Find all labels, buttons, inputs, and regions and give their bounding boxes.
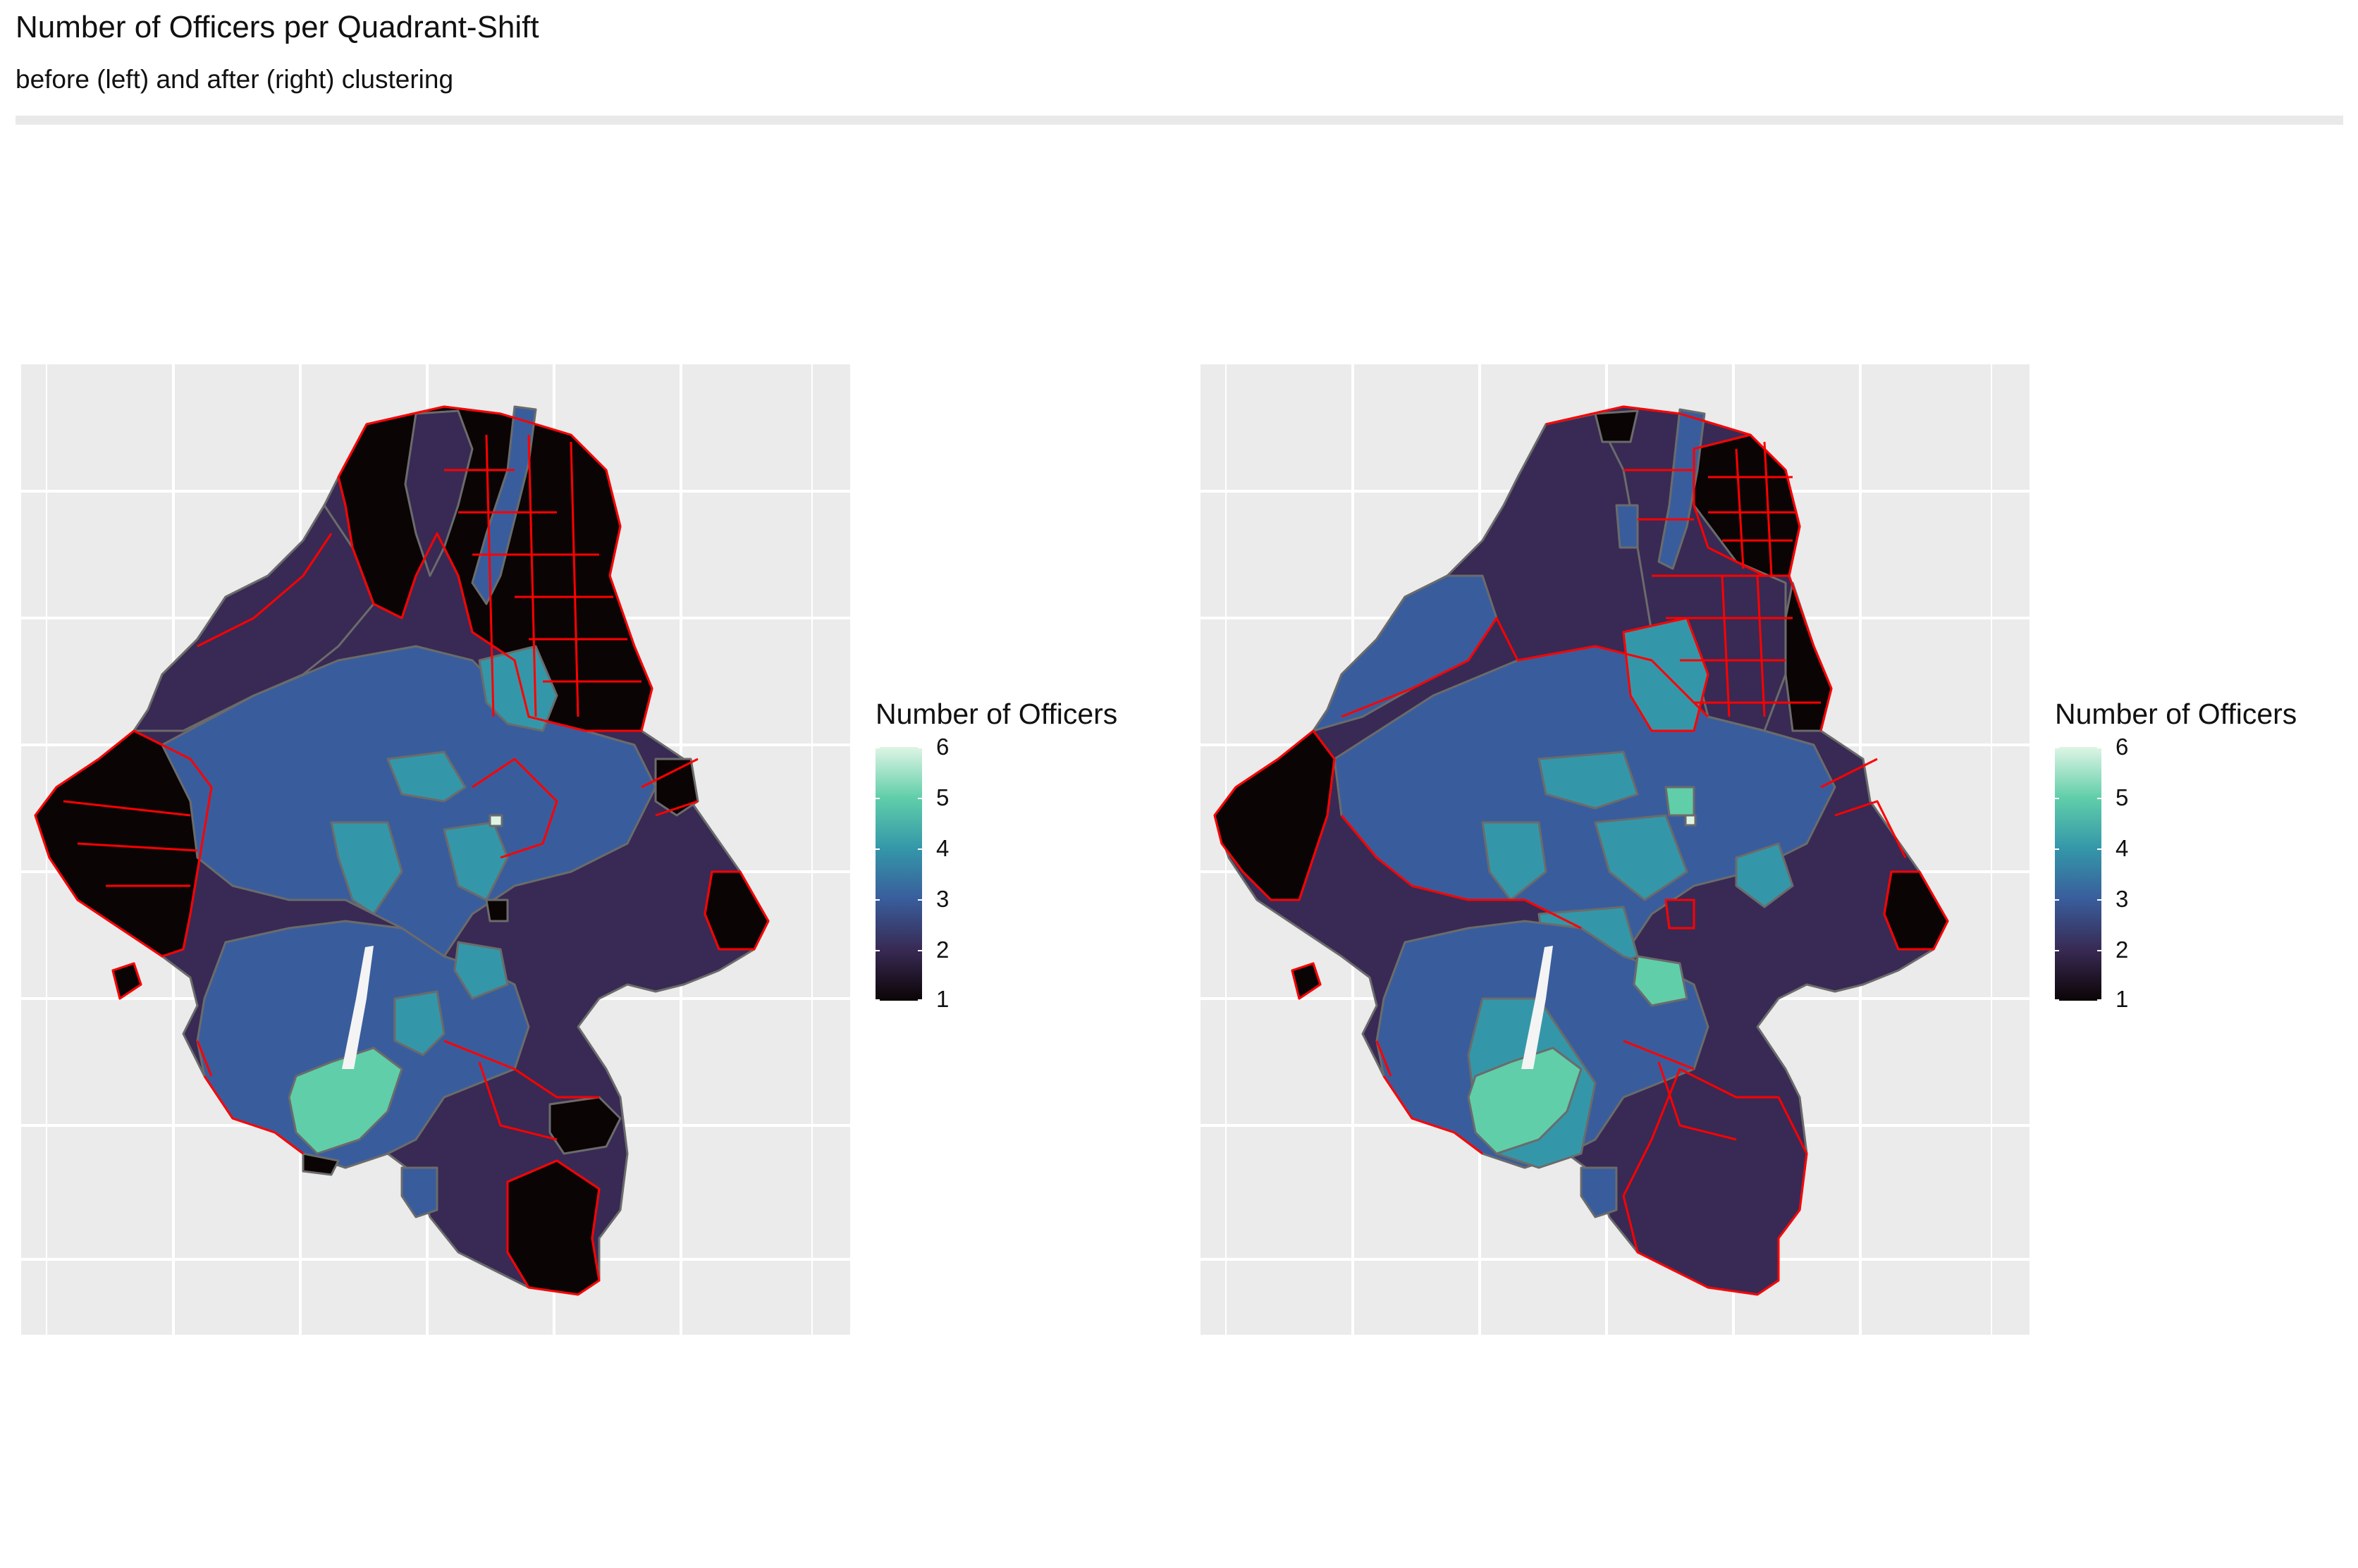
legend-left: Number of Officers 6 5 4 3 2 1 bbox=[876, 698, 1117, 1015]
central-teal-3 bbox=[330, 821, 403, 915]
airport-strip bbox=[342, 946, 374, 1069]
west-blue-area bbox=[1312, 574, 1498, 732]
map-before bbox=[21, 364, 850, 1335]
central-light-spot bbox=[1684, 814, 1697, 827]
title-divider bbox=[16, 116, 2343, 125]
map-after bbox=[1201, 364, 2030, 1335]
central-teal-3 bbox=[1481, 821, 1547, 901]
legend-label: 5 bbox=[2116, 784, 2129, 810]
legend-title: Number of Officers bbox=[876, 698, 1118, 730]
south-teal-1 bbox=[453, 941, 509, 1000]
map-panel-before bbox=[21, 364, 850, 1335]
legend-title: Number of Officers bbox=[2055, 698, 2297, 730]
cluster-borders bbox=[34, 405, 770, 1296]
legend-right: Number of Officers 6 5 4 3 2 1 bbox=[2055, 698, 2297, 1015]
airport-strip bbox=[1521, 946, 1553, 1069]
page-subtitle: before (left) and after (right) clusteri… bbox=[16, 65, 454, 94]
south-green-1 bbox=[1633, 955, 1688, 1007]
central-teal-4 bbox=[1594, 814, 1688, 901]
east-dark-1 bbox=[654, 758, 699, 817]
legend-label: 2 bbox=[936, 937, 950, 963]
legend-colorbar bbox=[2055, 747, 2101, 1001]
legend-label: 5 bbox=[936, 784, 950, 810]
central-teal-2 bbox=[1537, 751, 1639, 810]
north-blue-spot bbox=[1615, 504, 1639, 549]
legend-label: 6 bbox=[936, 734, 950, 760]
central-teal-2 bbox=[386, 751, 467, 803]
c-dark-spot bbox=[485, 899, 509, 922]
south-arm-blue bbox=[1580, 1166, 1618, 1218]
map-regions bbox=[34, 405, 770, 1296]
map-regions bbox=[1213, 405, 1949, 1296]
central-teal-4 bbox=[443, 821, 509, 901]
central-teal-1 bbox=[478, 645, 558, 732]
south-teal-2 bbox=[393, 990, 446, 1056]
legend-label: 6 bbox=[2116, 734, 2129, 760]
s-dark-spot bbox=[302, 1152, 340, 1176]
legend-label: 3 bbox=[936, 886, 950, 912]
south-arm-blue bbox=[400, 1166, 438, 1218]
central-green-1 bbox=[1664, 786, 1695, 817]
north-dark-spot bbox=[1594, 409, 1639, 443]
legend-label: 3 bbox=[2116, 886, 2129, 912]
legend-label: 4 bbox=[936, 835, 950, 861]
legend-colorbar bbox=[876, 747, 922, 1001]
east-dark-strip bbox=[1784, 581, 1833, 732]
central-light-spot bbox=[489, 814, 503, 827]
legend-label: 2 bbox=[2116, 937, 2129, 963]
central-teal-5 bbox=[1735, 842, 1794, 908]
legend-label: 4 bbox=[2116, 835, 2129, 861]
legend-label: 1 bbox=[936, 986, 950, 1012]
page-title: Number of Officers per Quadrant-Shift bbox=[16, 10, 539, 44]
cluster-borders bbox=[1213, 405, 1949, 1296]
map-panel-after bbox=[1201, 364, 2030, 1335]
c-dark-spot bbox=[1664, 899, 1695, 930]
legend-label: 1 bbox=[2116, 986, 2129, 1012]
